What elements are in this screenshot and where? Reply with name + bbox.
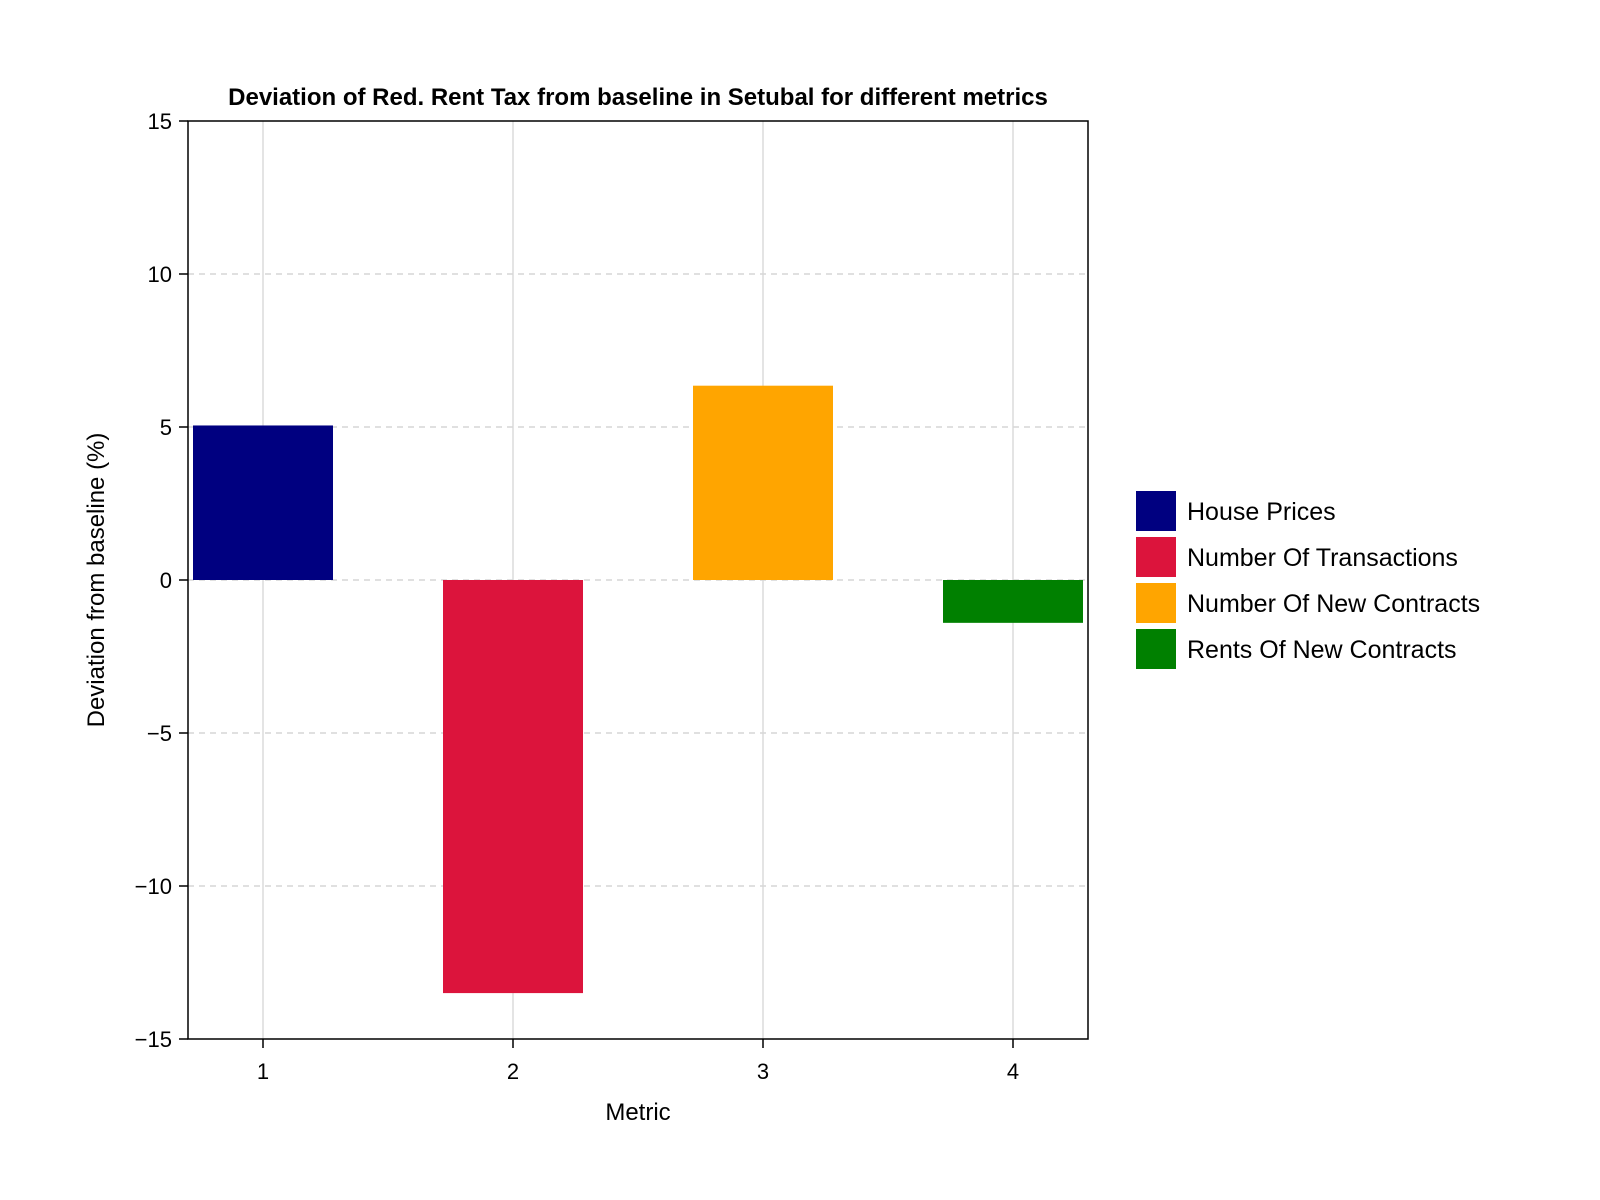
y-tick-label: 10	[148, 262, 172, 287]
y-tick-label: 0	[160, 568, 172, 593]
x-tick-label: 4	[1007, 1059, 1019, 1084]
legend-label: House Prices	[1187, 498, 1336, 526]
x-tick-label: 1	[257, 1059, 269, 1084]
bar-2	[443, 580, 583, 994]
bar-4	[943, 580, 1083, 623]
x-axis: 1 2 3 4	[257, 1039, 1019, 1084]
y-tick-label: 5	[160, 415, 172, 440]
chart-title: Deviation of Red. Rent Tax from baseline…	[228, 84, 1048, 111]
legend-swatch	[1136, 629, 1176, 669]
bar-1	[193, 425, 333, 580]
x-axis-label: Metric	[605, 1099, 670, 1126]
y-axis: 15 10 5 0 −5 −10 −15	[135, 109, 188, 1052]
legend-swatch	[1136, 491, 1176, 531]
y-tick-label: 15	[148, 109, 172, 134]
y-tick-label: −10	[135, 874, 172, 899]
legend-swatch	[1136, 583, 1176, 623]
x-tick-label: 3	[757, 1059, 769, 1084]
y-axis-label: Deviation from baseline (%)	[83, 433, 110, 728]
bars	[193, 385, 1083, 994]
legend: House Prices Number Of Transactions Number…	[1136, 491, 1480, 669]
bar-3	[693, 385, 833, 580]
legend-label: Rents Of New Contracts	[1187, 636, 1457, 664]
y-tick-label: −15	[135, 1027, 172, 1052]
legend-label: Number Of Transactions	[1187, 544, 1458, 572]
y-tick-label: −5	[147, 721, 172, 746]
legend-swatch	[1136, 537, 1176, 577]
legend-label: Number Of New Contracts	[1187, 590, 1480, 618]
x-tick-label: 2	[507, 1059, 519, 1084]
